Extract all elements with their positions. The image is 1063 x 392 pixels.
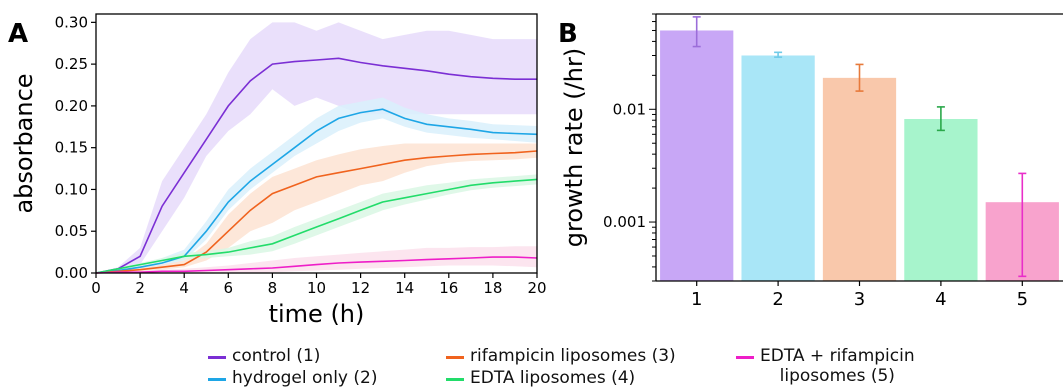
panel-label-a: A [8,19,28,49]
y-tick-label: 0.20 [55,97,88,115]
legend-item-hydrogel: hydrogel only (2) [208,368,377,388]
x-tick-label: 4 [935,289,946,310]
series-line-4 [95,178,538,274]
error-band-2 [96,97,537,273]
y-tick-label: 0.25 [55,55,88,73]
legend-label-edta: EDTA liposomes (4) [470,368,636,388]
legend-swatch-hydrogel [208,378,226,381]
bar-2 [741,55,815,282]
x-tick-label: 1 [691,289,702,310]
legend-swatch-rifampicin [446,356,464,359]
legend-item-edta: EDTA liposomes (4) [446,368,635,388]
x-tick-label: 0 [91,279,101,297]
y-tick-label: 0.001 [603,213,646,231]
panel-label-b: B [558,19,578,49]
legend-label-rifampicin: rifampicin liposomes (3) [470,346,676,366]
x-tick-label: 6 [224,279,234,297]
x-tick-label: 8 [268,279,278,297]
y-tick-label: 0.05 [55,222,88,240]
legend-label-control: control (1) [232,346,321,366]
error-band-1 [96,22,537,274]
series-line-2 [95,108,538,274]
panel-b: 1 2 3 4 5 0.001 0.01 growth rate (/hr)B [558,13,1063,310]
series-line-1 [95,57,537,274]
error-band-5 [96,246,537,273]
legend: control (1) hydrogel only (2) rifampicin… [0,342,1063,392]
x-tick-label: 4 [179,279,189,297]
x-tick-label: 10 [307,279,326,297]
legend-swatch-edta-rifampicin [736,356,754,359]
bar-3 [822,77,897,281]
x-tick-label: 14 [395,279,414,297]
x-tick-label: 2 [772,289,783,310]
panel-a: 0 2 4 6 8 10 12 14 16 18 20 0.00 0.05 0.10 0.15 0.20 0.2… [8,13,547,328]
series-line-3 [95,150,538,274]
legend-label-edta-rifampicin: EDTA + rifampicin liposomes (5) [760,346,915,386]
legend-label-hydrogel: hydrogel only (2) [232,368,378,388]
error-band-4 [96,174,537,273]
figure: 0 2 4 6 8 10 12 14 16 18 200.000.050.100.150.200.2… [8,13,1063,328]
x-tick-label: 2 [135,279,145,297]
bar-4 [904,119,978,281]
legend-swatch-edta [446,378,464,381]
x-tick-label: 12 [351,279,370,297]
y-axis-label-b: growth rate (/hr) [560,48,588,247]
legend-swatch-control [208,356,226,359]
y-tick-label: 0.30 [55,13,88,31]
legend-item-edta-rifampicin: EDTA + rifampicin liposomes (5) [736,346,915,386]
x-axis-label: time (h) [269,300,365,328]
x-tick-label: 18 [483,279,502,297]
y-tick-label: 0.10 [55,180,88,198]
y-tick-label: 0.00 [55,264,88,282]
y-tick-label: 0.15 [55,139,88,157]
y-axis-label: absorbance [10,73,38,213]
bar-1 [660,30,734,281]
series-line-5 [95,256,538,274]
legend-item-control: control (1) [208,346,320,366]
legend-item-rifampicin: rifampicin liposomes (3) [446,346,676,366]
x-tick-label: 5 [1017,289,1028,310]
x-tick-label: 16 [439,279,458,297]
x-tick-label: 3 [854,289,865,310]
x-tick-label: 20 [527,279,546,297]
y-tick-label: 0.01 [613,100,646,118]
error-band-3 [96,143,537,273]
